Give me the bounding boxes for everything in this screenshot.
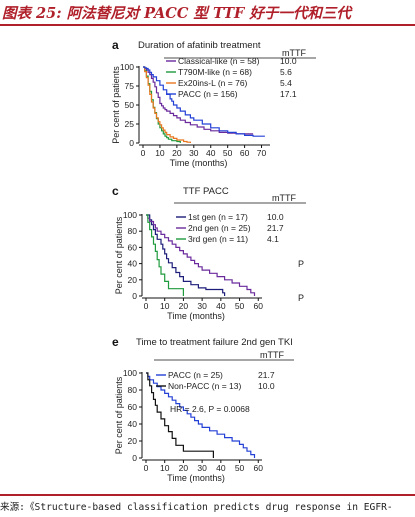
panel-title: Duration of afatinib treatment [138,40,261,51]
x-tick-label: 40 [206,148,216,158]
x-tick-label: 0 [141,148,146,158]
legend-value: 5.4 [280,78,292,88]
y-tick-label: 60 [128,242,138,252]
x-tick-label: 10 [160,463,170,473]
y-axis-label: Per cent of patients [111,66,121,144]
legend-label: 2nd gen (n = 25) [188,223,251,233]
series-line [146,372,214,458]
legend-value: 4.1 [267,234,279,244]
series-line [146,214,226,296]
y-tick-label: 40 [128,259,138,269]
legend-label: Classical-like (n = 58) [178,56,260,66]
y-axis-label: Per cent of patients [114,376,124,454]
x-axis-label: Time (months) [170,158,228,168]
panel-title: Time to treatment failure 2nd gen TKI [136,337,293,348]
y-tick-label: 100 [123,368,137,378]
source-note: 来源:《Structure-based classification predi… [0,502,393,513]
legend-label: 1st gen (n = 17) [188,212,248,222]
panel-label: a [112,38,119,52]
panel-label: c [112,184,119,198]
x-tick-label: 20 [172,148,182,158]
x-tick-label: 30 [197,463,207,473]
legend-value: 10.0 [258,381,275,391]
x-tick-label: 20 [179,301,189,311]
legend-value: 21.7 [267,223,284,233]
y-tick-label: 0 [132,291,137,301]
y-axis-label: Per cent of patients [114,216,124,294]
y-tick-label: 0 [132,453,137,463]
x-tick-label: 70 [257,148,267,158]
legend-value: 10.0 [280,56,297,66]
series-line [146,214,184,296]
x-tick-label: 0 [144,463,149,473]
panel-title: TTF PACC [183,186,229,197]
y-tick-label: 0 [129,138,134,148]
footer-rule [0,494,415,496]
legend-header: mTTF [260,350,284,360]
series-line [143,66,265,137]
y-tick-label: 80 [128,385,138,395]
y-tick-label: 20 [128,436,138,446]
y-tick-label: 20 [128,275,138,285]
y-tick-label: 60 [128,402,138,412]
y-tick-label: 80 [128,226,138,236]
y-tick-label: 50 [125,100,135,110]
title-rule [0,24,415,26]
x-tick-label: 50 [223,148,233,158]
panel-label: e [112,335,119,349]
x-tick-label: 10 [160,301,170,311]
stat-annotation: HR = 2.6, P = 0.0068 [170,404,250,414]
x-tick-label: 60 [240,148,250,158]
y-tick-label: 25 [125,119,135,129]
y-tick-label: 100 [120,62,134,72]
y-tick-label: 75 [125,81,135,91]
legend-label: PACC (n = 25) [168,370,223,380]
legend-header: mTTF [282,48,306,58]
figure-title: 图表 25: 阿法替尼对 PACC 型 TTF 好于一代和三代 [2,5,351,22]
x-tick-label: 20 [179,463,189,473]
x-tick-label: 40 [216,463,226,473]
legend-value: 5.6 [280,67,292,77]
legend-header: mTTF [272,193,296,203]
x-tick-label: 50 [235,463,245,473]
legend-label: T790M-like (n = 68) [178,67,252,77]
legend-value: 17.1 [280,89,297,99]
x-axis-label: Time (months) [167,311,225,321]
x-tick-label: 60 [254,301,264,311]
legend-label: Non-PACC (n = 13) [168,381,241,391]
x-axis-label: Time (months) [167,473,225,483]
legend-label: 3rd gen (n = 11) [188,234,248,244]
legend-label: PACC (n = 156) [178,89,238,99]
y-tick-label: 40 [128,419,138,429]
side-text: P [298,259,304,269]
x-tick-label: 0 [144,301,149,311]
x-tick-label: 40 [216,301,226,311]
series-line [146,214,256,296]
x-tick-label: 50 [235,301,245,311]
x-tick-label: 30 [189,148,199,158]
x-tick-label: 60 [254,463,264,473]
x-tick-label: 10 [155,148,165,158]
y-tick-label: 100 [123,210,137,220]
side-text: P [298,293,304,303]
legend-label: Ex20ins-L (n = 76) [178,78,248,88]
series-line [143,66,191,143]
legend-value: 10.0 [267,212,284,222]
x-tick-label: 30 [197,301,207,311]
legend-value: 21.7 [258,370,275,380]
